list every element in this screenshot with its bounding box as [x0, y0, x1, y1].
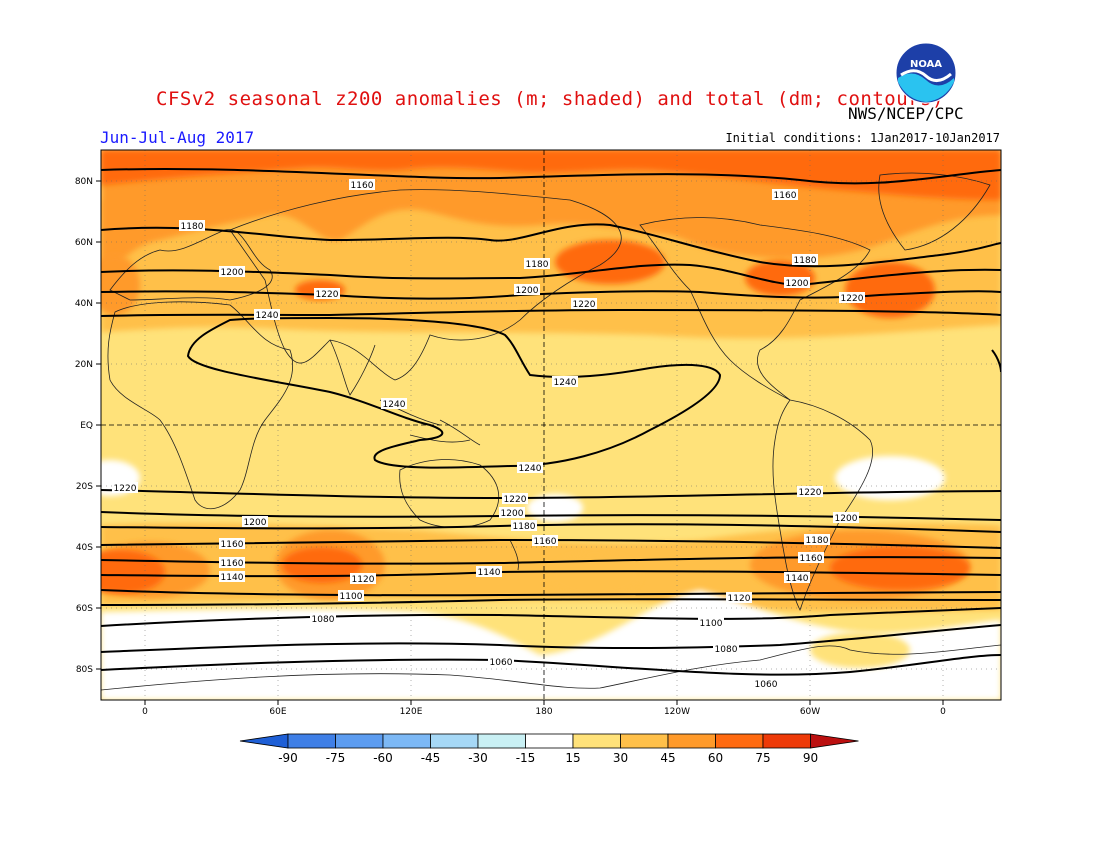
- contour-label: 1060: [755, 680, 778, 690]
- lon-tick-label: 60E: [269, 707, 286, 717]
- colorbar-label: 75: [755, 751, 770, 765]
- lat-tick-label: 80N: [75, 177, 93, 187]
- colorbar-label: 15: [565, 751, 580, 765]
- contour-label: 1160: [774, 191, 797, 201]
- contour-label: 1060: [490, 658, 513, 668]
- colorbar-arrow-right: [810, 733, 859, 749]
- contour-label: 1240: [519, 464, 542, 474]
- contour-label: 1200: [501, 509, 524, 519]
- colorbar-label: 90: [803, 751, 818, 765]
- colorbar-label: -90: [278, 751, 298, 765]
- colorbar-label: -60: [373, 751, 393, 765]
- contour-label: 1240: [554, 378, 577, 388]
- contour-label: 1160: [221, 540, 244, 550]
- longitude-axis: 0 60E 120E 180 120W 60W 0: [142, 700, 946, 717]
- colorbar-label: -45: [421, 751, 441, 765]
- coastlines: [101, 172, 1001, 691]
- contour-label: 1080: [715, 645, 738, 655]
- lat-tick-label: 40S: [76, 543, 93, 553]
- colorbar-segment: [620, 733, 669, 749]
- contour-label: 1200: [516, 286, 539, 296]
- contour-label: 1220: [799, 488, 822, 498]
- colorbar-segment: [715, 733, 764, 749]
- colorbar-segment: [335, 733, 384, 749]
- lon-tick-label: 120E: [400, 707, 423, 717]
- contour-label: 1160: [221, 559, 244, 569]
- latitude-axis: 80N 60N 40N 20N EQ 20S 40S 60S 80S: [75, 177, 101, 675]
- noaa-logo: NOAA: [895, 42, 957, 108]
- lat-tick-label: 40N: [75, 299, 93, 309]
- colorbar-segment: [667, 733, 716, 749]
- lon-tick-label: 180: [535, 707, 552, 717]
- lat-tick-label: 20S: [76, 482, 93, 492]
- contour-label: 1220: [504, 495, 527, 505]
- contour-label: 1140: [478, 568, 501, 578]
- credit-label: NWS/NCEP/CPC: [848, 104, 964, 123]
- contour-label: 1180: [526, 260, 549, 270]
- forecast-period: Jun-Jul-Aug 2017: [100, 128, 255, 147]
- colorbar-segment: [287, 733, 336, 749]
- contour-label: 1180: [181, 222, 204, 232]
- lon-tick-label: 120W: [664, 707, 690, 717]
- map-title: CFSv2 seasonal z200 anomalies (m; shaded…: [156, 88, 944, 110]
- contour-label: 1240: [256, 311, 279, 321]
- contour-label: 1200: [244, 518, 267, 528]
- noaa-logo-text: NOAA: [910, 59, 942, 70]
- initial-conditions: Initial conditions: 1Jan2017-10Jan2017: [725, 131, 1000, 145]
- colorbar-segment: [525, 733, 574, 749]
- lat-tick-label: 80S: [76, 665, 93, 675]
- contour-label: 1180: [513, 522, 536, 532]
- colorbar-segment: [477, 733, 526, 749]
- lon-tick-label: 60W: [800, 707, 820, 717]
- contour-label: 1220: [841, 294, 864, 304]
- colorbar-label: 30: [613, 751, 628, 765]
- lat-tick-label: 60S: [76, 604, 93, 614]
- contour-label: 1220: [316, 290, 339, 300]
- contour-lines: [101, 167, 1001, 676]
- colorbar-label: -15: [516, 751, 536, 765]
- contour-label: 1160: [351, 181, 374, 191]
- contour-label: 1200: [835, 514, 858, 524]
- contour-label: 1100: [340, 592, 363, 602]
- contour-label: 1080: [312, 615, 335, 625]
- colorbar-segment: [430, 733, 479, 749]
- colorbar-label: 60: [708, 751, 723, 765]
- contour-label: 1140: [786, 574, 809, 584]
- contour-label: 1200: [221, 268, 244, 278]
- contour-label: 1200: [786, 279, 809, 289]
- colorbar-segment: [382, 733, 431, 749]
- colorbar-label: -30: [468, 751, 488, 765]
- lat-tick-label: 60N: [75, 238, 93, 248]
- colorbar-label: -75: [326, 751, 346, 765]
- colorbar-segment: [572, 733, 621, 749]
- contour-label: 1140: [221, 573, 244, 583]
- contour-label: 1180: [794, 256, 817, 266]
- contour-label: 1220: [114, 484, 137, 494]
- contour-label-layer: 1160 1160 1180 1180 1180 1200 1200 1200 1220 1220…: [112, 179, 865, 690]
- lat-tick-label: EQ: [80, 421, 93, 431]
- lon-tick-label: 0: [142, 707, 148, 717]
- lon-tick-label: 0: [940, 707, 946, 717]
- colorbar-segment: [762, 733, 811, 749]
- contour-label: 1220: [573, 300, 596, 310]
- contour-label: 1240: [383, 400, 406, 410]
- contour-label: 1160: [534, 537, 557, 547]
- graticule: [101, 150, 1001, 700]
- colorbar-label: 45: [660, 751, 675, 765]
- contour-label: 1160: [800, 554, 823, 564]
- contour-label: 1100: [700, 619, 723, 629]
- colorbar-arrow-left: [239, 733, 289, 749]
- lat-tick-label: 20N: [75, 360, 93, 370]
- contour-label: 1120: [352, 575, 375, 585]
- contour-label: 1180: [806, 536, 829, 546]
- colorbar: -90 -75 -60 -45 -30 -15 15 30 45 60 75 90: [239, 733, 859, 765]
- contour-label: 1120: [728, 594, 751, 604]
